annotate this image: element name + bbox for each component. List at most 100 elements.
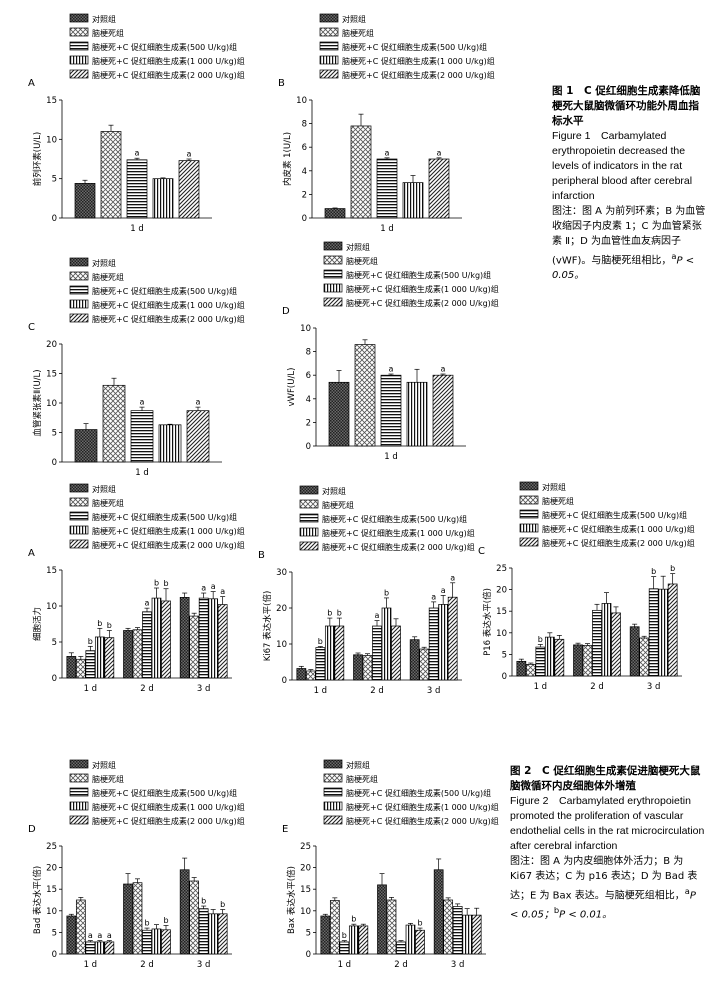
x-tick-label: 1 d [130, 224, 144, 234]
y-tick-label: 15 [496, 607, 507, 617]
bar [217, 913, 228, 955]
x-tick-label: 1 d [380, 224, 394, 234]
x-tick-label: 3 d [427, 686, 441, 696]
chart-fig2-d: D 对照组 脑梗死组 脑梗死+C 促红细胞生成素(500 U/kg)组 脑梗死+C 促红… [28, 758, 245, 984]
panel-label: C [478, 546, 485, 557]
legend-swatch [323, 297, 343, 307]
bar [432, 374, 454, 447]
chart-fig1-c: C 对照组 脑梗死组 脑梗死+C 促红细胞生成素(500 U/kg)组 脑梗死+C 促红… [28, 256, 245, 492]
y-tick-label: 8 [306, 348, 311, 358]
y-tick-label: 10 [46, 399, 57, 409]
significance-mark: b [201, 897, 206, 906]
y-tick-label: 6 [302, 143, 307, 153]
bar [94, 636, 105, 679]
figure2-title-en: Figure 2 Carbamylated erythropoietin pro… [510, 795, 705, 852]
figure2-note-p2: P < 0.01。 [559, 909, 613, 921]
legend-label: 脑梗死+C 促红细胞生成素(1 000 U/kg)组 [346, 802, 499, 812]
y-axis-label: 血管紧张素Ⅱ(U/L) [32, 369, 43, 436]
y-axis-label: Bax 表达水平(倍) [286, 866, 297, 934]
significance-mark: a [441, 365, 446, 374]
bar [132, 629, 143, 679]
y-tick-label: 2 [302, 190, 307, 200]
legend-label: 脑梗死+C 促红细胞生成素(2 000 U/kg)组 [92, 70, 245, 80]
significance-mark: b [384, 588, 389, 597]
bar [104, 941, 115, 955]
y-tick-label: 25 [46, 842, 57, 852]
bar [324, 208, 346, 219]
y-tick-label: 6 [306, 371, 311, 381]
x-tick-label: 1 d [135, 468, 149, 478]
panel-label: A [28, 548, 35, 559]
legend-swatch [69, 41, 89, 51]
significance-mark: b [327, 609, 332, 618]
chart-fig1-a: A 对照组 脑梗死组 脑梗死+C 促红细胞生成素(500 U/kg)组 脑梗死+C 促红… [28, 12, 245, 248]
bar [611, 612, 621, 677]
significance-mark: b [670, 564, 675, 573]
legend-label: 脑梗死+C 促红细胞生成素(1 000 U/kg)组 [92, 526, 245, 536]
y-tick-label: 5 [306, 928, 311, 938]
legend-label: 脑梗死+C 促红细胞生成素(500 U/kg)组 [92, 512, 237, 522]
legend-label: 脑梗死+C 促红细胞生成素(500 U/kg)组 [92, 42, 237, 52]
significance-mark: b [351, 915, 356, 924]
y-tick-label: 25 [496, 564, 507, 574]
legend-label: 脑梗死组 [542, 496, 574, 506]
significance-mark: b [154, 579, 159, 588]
legend-swatch [69, 511, 89, 521]
y-tick-label: 5 [502, 650, 507, 660]
bar [189, 615, 200, 679]
bar [409, 639, 420, 681]
legend-swatch [69, 271, 89, 281]
bar [339, 941, 350, 955]
significance-mark: a [88, 931, 93, 940]
y-tick-label: 30 [276, 568, 287, 578]
bar [376, 158, 398, 219]
figure2-note-sup-a: a [684, 886, 690, 896]
significance-mark: a [450, 573, 455, 582]
significance-mark: b [107, 621, 112, 630]
figure2-caption: 图 2 C 促红细胞生成素促进脑梗死大鼠脑微循环内皮细胞体外增殖 Figure … [510, 764, 705, 923]
legend-swatch [323, 283, 343, 293]
x-tick-label: 2 d [140, 684, 154, 694]
bar [152, 178, 174, 219]
bar [75, 658, 86, 679]
bar [189, 880, 200, 955]
y-axis-label: vWF(U/L) [287, 368, 297, 407]
x-tick-label: 1 d [384, 452, 398, 462]
x-tick-label: 1 d [314, 686, 328, 696]
bar [217, 604, 228, 679]
bar [438, 604, 449, 681]
legend-label: 脑梗死组 [346, 774, 378, 784]
bar [151, 597, 162, 679]
bar [381, 607, 392, 681]
y-axis-label: 前列环素(U/L) [32, 132, 43, 186]
bar [601, 603, 612, 677]
legend-label: 脑梗死+C 促红细胞生成素(1 000 U/kg)组 [342, 56, 495, 66]
bar [516, 660, 527, 677]
legend-swatch [69, 483, 89, 493]
significance-mark: b [163, 579, 168, 588]
figure1-note: 图注：图 A 为前列环素；B 为血管收缩因子内皮素 1；C 为血管紧张素 Ⅱ；D… [552, 204, 707, 283]
bar [353, 654, 363, 681]
y-tick-label: 4 [306, 395, 311, 405]
figure2-note-text: 图注：图 A 为内皮细胞体外活力；B 为 Ki67 表达；C 为 p16 表达；… [510, 856, 698, 902]
legend-swatch [69, 787, 89, 797]
legend-label: 脑梗死组 [342, 28, 374, 38]
significance-mark: b [144, 919, 149, 928]
bar [66, 656, 77, 679]
legend-swatch [323, 255, 343, 265]
figure1-title-en: Figure 1 Carbamylated erythropoietin dec… [552, 130, 693, 202]
legend-swatch [69, 525, 89, 535]
y-tick-label: 0 [302, 214, 307, 224]
legend-swatch [323, 787, 343, 797]
y-tick-label: 0 [52, 458, 57, 468]
y-axis-label: P16 表达水平(倍) [482, 588, 493, 656]
bar [433, 869, 444, 955]
y-tick-label: 25 [300, 842, 311, 852]
y-tick-label: 20 [496, 586, 507, 596]
legend-label: 对照组 [342, 14, 366, 24]
significance-mark: a [211, 582, 216, 591]
legend-label: 脑梗死组 [322, 500, 354, 510]
bar [85, 941, 96, 955]
bar [74, 429, 98, 463]
legend-swatch [519, 495, 539, 505]
